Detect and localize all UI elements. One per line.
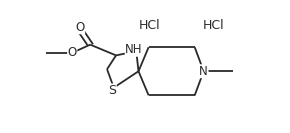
Text: O: O bbox=[68, 46, 77, 59]
Text: HCl: HCl bbox=[203, 19, 225, 32]
Text: NH: NH bbox=[125, 43, 143, 56]
Text: HCl: HCl bbox=[139, 19, 161, 32]
Text: S: S bbox=[108, 84, 116, 97]
Text: N: N bbox=[199, 65, 208, 78]
Text: O: O bbox=[75, 21, 85, 34]
